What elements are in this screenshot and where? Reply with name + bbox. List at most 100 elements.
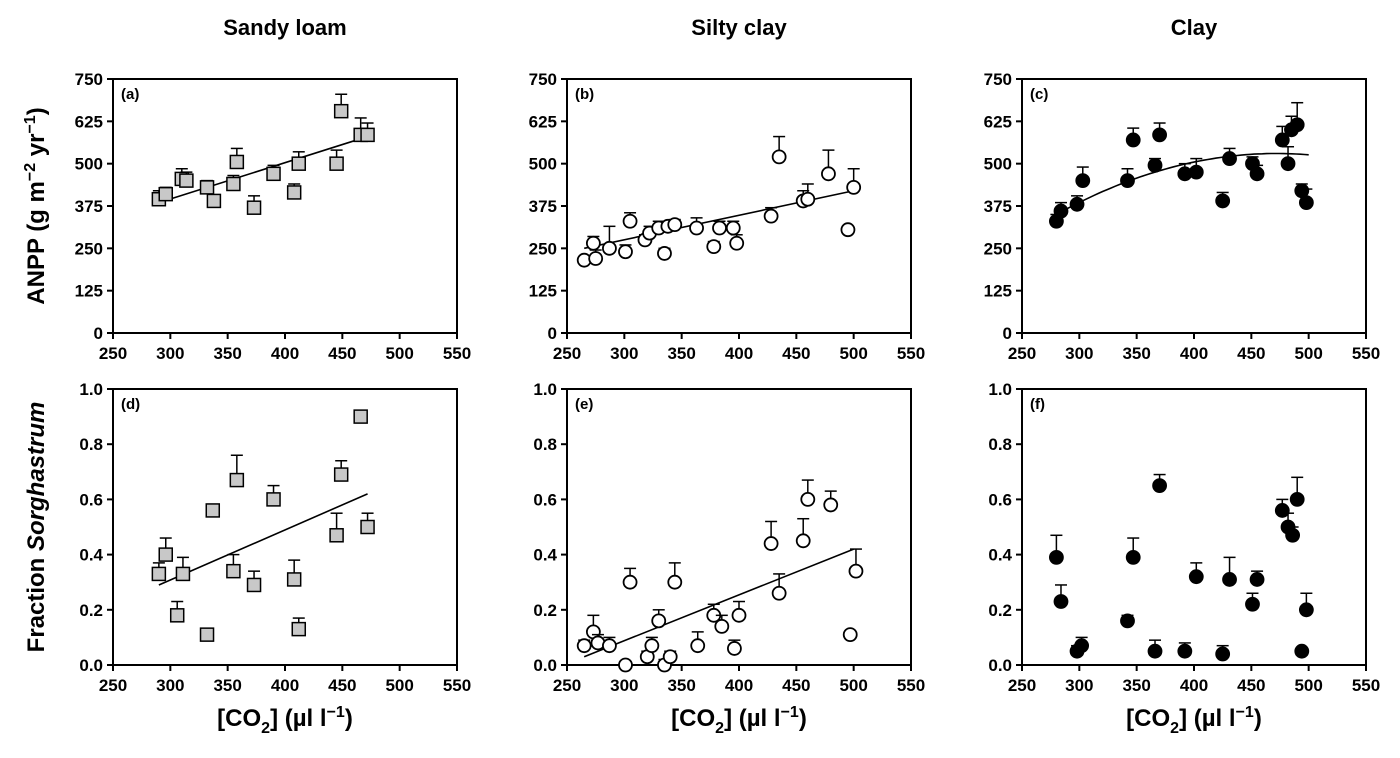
panel-a-point-13 [333,103,349,119]
panel-c-x-tick-label: 500 [1294,344,1322,363]
panel-d-point-5 [205,503,221,518]
panel-e-point-17 [763,536,779,551]
panel-b-point-15 [725,220,741,236]
panel-e-y-tick-label: 0.4 [533,546,557,565]
panel-f-point-5 [1125,549,1141,565]
panel-e-x-axis-title: [CO2] (µl l−1) [671,704,807,737]
panel-c-fit-curve [1056,152,1309,216]
panel-d-point-15 [360,519,375,535]
panel-b-y-tick-label: 125 [529,282,557,301]
panel-f-x-tick-label: 350 [1122,676,1150,695]
panel-e-x-tick-label: 350 [667,676,695,695]
panel-b-point-11 [667,217,683,233]
panel-b-y-tick-label: 375 [529,197,557,216]
panel-f-y-tick-label: 0.0 [988,656,1012,675]
panel-d-y-tick-label: 1.0 [79,380,103,399]
panel-e-point-0 [576,638,592,654]
panel-e-point-3 [602,638,617,654]
panel-d-y-tick-label: 0.2 [79,601,103,620]
panel-e-frame [566,388,912,666]
panel-f-point-17 [1289,491,1305,507]
panel-e-point-20 [800,491,816,507]
panel-f-y-tick-label: 0.6 [988,490,1012,509]
panel-c-point-10 [1215,193,1231,209]
panel-e-point-14 [714,618,730,634]
panel-b-point-1 [585,235,601,251]
panel-c-column-title: Clay [1171,15,1218,40]
panel-d-point-2 [169,608,185,623]
panel-f-point-6 [1147,643,1163,659]
panel-c-point-1 [1053,203,1069,219]
panel-b-point-18 [771,149,787,165]
panel-d-x-tick-label: 500 [385,676,413,695]
panel-b-x-tick-label: 300 [610,344,638,363]
panel-f-point-7 [1152,478,1167,494]
panel-a-x-tick-label: 500 [385,344,413,363]
panel-a-point-6 [226,176,241,192]
panel-c-x-tick-label: 300 [1065,344,1093,363]
panel-c-y-tick-label: 250 [984,239,1012,258]
panel-c-point-19 [1298,195,1314,211]
panel-c-y-tick-label: 375 [984,197,1012,216]
panel-f-point-12 [1245,596,1260,612]
panel-f-point-9 [1188,569,1204,585]
panel-b-column-title: Silty clay [691,15,787,40]
panel-d-x-tick-label: 300 [156,676,184,695]
panel-d-x-tick-label: 450 [328,676,356,695]
panel-f-point-18 [1294,643,1310,659]
panel-a-x-tick-label: 550 [443,344,471,363]
panel-a-point-4 [199,180,215,195]
panel-a-y-axis-title: ANPP (g m−2 yr−1) [22,107,50,304]
panel-e-point-23 [848,563,864,579]
panel-a-point-11 [291,156,307,171]
panel-d-point-6 [226,563,241,579]
panel-b-y-tick-label: 500 [529,155,557,174]
panel-d-point-13 [333,467,349,482]
panel-b-point-14 [712,220,727,236]
panel-d-point-10 [286,572,302,587]
panel-b-point-20 [800,191,816,207]
panel-c-x-tick-label: 450 [1237,344,1265,363]
panel-a-point-1 [158,186,173,202]
panel-b-y-tick-label: 0 [548,324,557,343]
panel-d-point-3 [175,566,191,582]
panel-e-point-21 [823,497,839,513]
panel-e-point-19 [795,533,811,549]
panel-b-point-16 [729,235,745,251]
panel-e-fit-line [583,548,854,658]
panel-f-point-4 [1120,613,1135,629]
panel-a-y-tick-label: 500 [75,155,103,174]
panel-c-x-tick-label: 350 [1122,344,1150,363]
panel-e-x-tick-label: 450 [782,676,810,695]
panel-d-point-0 [151,566,167,582]
panel-f-point-16 [1285,527,1301,543]
panel-d-fit-line [158,493,368,586]
panel-d-point-14 [353,409,368,424]
panel-d-y-tick-label: 0.0 [79,656,103,675]
panel-d-point-9 [266,492,281,507]
panel-f-point-11 [1222,572,1237,587]
panel-b-label: (b) [575,86,594,103]
panel-e-point-15 [727,641,742,656]
panel-e-point-16 [731,607,747,623]
panel-b-y-tick-label: 250 [529,239,557,258]
panel-f-y-tick-label: 0.2 [988,601,1012,620]
panel-f-x-tick-label: 550 [1352,676,1380,695]
panel-a-point-5 [206,193,222,209]
panel-f-y-tick-label: 0.8 [988,435,1012,454]
panel-d-x-tick-label: 250 [99,676,127,695]
panel-d-x-axis-title: [CO2] (µl l−1) [217,704,353,737]
panel-f-x-tick-label: 250 [1008,676,1036,695]
panel-d-y-tick-label: 0.6 [79,490,103,509]
panel-d-label: (d) [121,396,140,413]
panel-e-y-tick-label: 1.0 [533,380,557,399]
panel-b-point-9 [657,246,672,261]
panel-e-x-tick-label: 300 [610,676,638,695]
panel-d-point-8 [246,577,262,593]
panel-a-y-tick-label: 750 [75,70,103,89]
panel-d-point-7 [229,472,245,488]
panel-f-x-tick-label: 400 [1180,676,1208,695]
panel-d-point-11 [291,621,307,637]
panel-b-x-tick-label: 400 [725,344,753,363]
